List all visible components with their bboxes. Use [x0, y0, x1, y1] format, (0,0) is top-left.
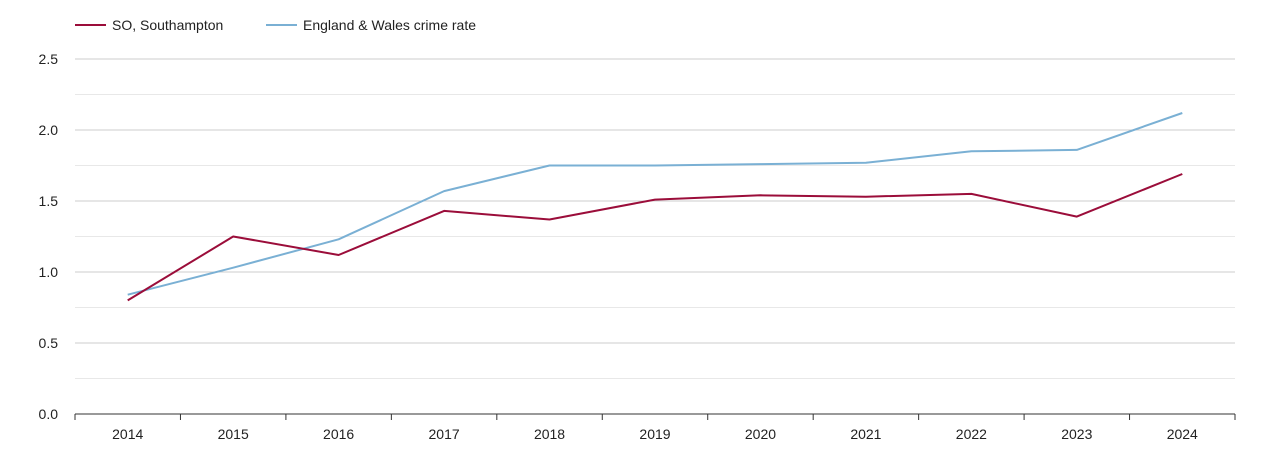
series-line-southampton — [127, 173, 1183, 302]
legend-item-series-1[interactable]: SO, Southampton — [75, 17, 223, 33]
legend: SO, Southampton England & Wales crime ra… — [75, 17, 476, 33]
x-tick-label: 2014 — [112, 426, 143, 442]
x-tick-label: 2021 — [850, 426, 881, 442]
y-tick-label: 1.5 — [39, 193, 59, 209]
y-tick-label: 2.5 — [39, 51, 59, 67]
y-axis: 0.0 0.5 1.0 1.5 2.0 2.5 — [39, 51, 59, 422]
x-tick-label: 2018 — [534, 426, 565, 442]
x-tick-label: 2024 — [1167, 426, 1198, 442]
y-tick-label: 2.0 — [39, 122, 59, 138]
y-tick-label: 1.0 — [39, 264, 59, 280]
x-tick-label: 2022 — [956, 426, 987, 442]
x-tick-label: 2017 — [429, 426, 460, 442]
x-tick-label: 2016 — [323, 426, 354, 442]
x-tick-label: 2020 — [745, 426, 776, 442]
x-tick-label: 2023 — [1061, 426, 1092, 442]
series-lines — [127, 112, 1183, 302]
gridlines — [75, 58, 1235, 379]
x-ticks — [74, 414, 1236, 420]
x-tick-label: 2015 — [218, 426, 249, 442]
legend-item-series-2[interactable]: England & Wales crime rate — [266, 17, 476, 33]
legend-label-series-2: England & Wales crime rate — [303, 17, 476, 33]
legend-label-series-1: SO, Southampton — [112, 17, 223, 33]
series-line-england-wales — [127, 112, 1183, 296]
x-axis: 2014 2015 2016 2017 2018 2019 2020 2021 … — [74, 413, 1236, 442]
y-tick-label: 0.5 — [39, 335, 59, 351]
y-tick-label: 0.0 — [39, 406, 59, 422]
x-tick-label: 2019 — [639, 426, 670, 442]
